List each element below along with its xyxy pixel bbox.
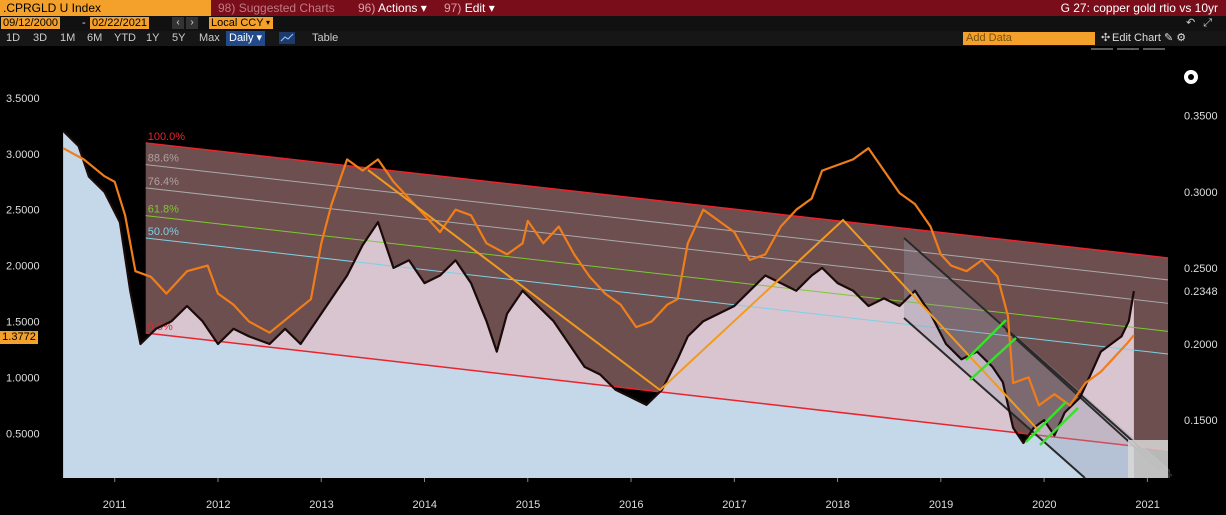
prev-arrow-icon[interactable]: ‹ (172, 17, 184, 29)
right-axis-tick-2: 0.2500 (1184, 263, 1218, 275)
next-arrow-icon[interactable]: › (186, 17, 198, 29)
add-icon[interactable]: ✣ (1101, 32, 1111, 44)
flag-mark-1 (969, 337, 1017, 381)
flag-mark-0 (965, 319, 1007, 361)
right-axis-tick-1: 0.3000 (1184, 187, 1218, 199)
fib-label-3: 61.8% (148, 204, 179, 216)
actions-num: 96) (358, 1, 376, 15)
edit-chart-label: Edit Chart (1112, 32, 1161, 44)
fib-line-4 (145, 237, 1169, 355)
actions-label: Actions (378, 1, 418, 15)
fib-label-2: 76.4% (148, 176, 179, 188)
right-axis-tick-4: 0.2000 (1184, 339, 1218, 351)
x-axis-tick-9: 2020 (1032, 499, 1056, 511)
edit-label: Edit (464, 1, 486, 15)
date-separator: - (82, 17, 86, 29)
edit-num: 97) (444, 1, 462, 15)
period-6m[interactable]: 6M (87, 32, 103, 44)
ticker-field[interactable]: .CPRGLD U Index (0, 0, 211, 16)
line-chart-icon[interactable] (279, 32, 295, 44)
copper-gold-ratio-line (62, 147, 1135, 407)
header-bar (0, 0, 1226, 16)
gear-icon[interactable]: ⚙ (1176, 32, 1187, 44)
x-axis-tick-8: 2019 (929, 499, 953, 511)
trendline-zigzag (367, 169, 1041, 433)
period-1y[interactable]: 1Y (146, 32, 160, 44)
left-axis-tick-4: 1.5000 (6, 317, 40, 329)
x-axis-tick-3: 2014 (413, 499, 437, 511)
suggested-charts-num: 98) (218, 1, 236, 15)
right-axis-last-bg (1180, 284, 1222, 299)
period-5y[interactable]: 5Y (172, 32, 186, 44)
fib-line-5 (145, 332, 1169, 451)
x-axis-tick-0: 2011 (103, 499, 127, 511)
current-value-badge: 1.3772 (0, 331, 38, 344)
period-1m[interactable]: 1M (60, 32, 76, 44)
frequency-label: Daily (229, 32, 254, 44)
right-axis-tick-3: 0.2348 (1184, 286, 1218, 298)
undo-icon[interactable]: ↶ (1185, 17, 1204, 29)
currency-select[interactable]: Local CCY ▾ (209, 17, 273, 29)
period-max[interactable]: Max (199, 32, 220, 44)
start-date-field[interactable]: 09/12/2000 (1, 17, 61, 29)
frequency-select[interactable]: Daily ▾ (226, 31, 266, 46)
currency-label: Local CCY (211, 17, 264, 29)
fib-line-2 (145, 187, 1169, 304)
wedge-lower-line (903, 317, 1086, 479)
suggested-charts-menu[interactable]: 98) Suggested Charts (218, 0, 335, 16)
window-controls[interactable]: ↶⤢ (1186, 16, 1220, 30)
x-axis-tick-4: 2015 (516, 499, 540, 511)
chevron-down-icon: ▾ (265, 18, 270, 27)
x-axis-tick-10: 2021 (1135, 499, 1159, 511)
edit-caret-icon: ▾ (488, 1, 495, 15)
actions-caret-icon: ▾ (420, 1, 427, 15)
actions-menu[interactable]: 96) Actions ▾ (358, 0, 427, 16)
flag-mark-2 (1025, 401, 1067, 443)
wedge-upper-line (903, 237, 1173, 477)
fib-line-0 (145, 142, 1169, 259)
add-data-input[interactable]: Add Data (963, 32, 1095, 45)
left-axis-tick-6: 0.5000 (6, 428, 40, 440)
fib-label-1: 88.6% (148, 153, 179, 165)
wedge-projection-fill (1128, 440, 1168, 478)
table-button[interactable]: Table (312, 32, 339, 44)
ten-year-yield-line (62, 130, 1135, 445)
pencil-icon[interactable]: ✎ (1163, 32, 1174, 44)
left-axis-tick-2: 2.5000 (6, 205, 40, 217)
x-axis-tick-5: 2016 (619, 499, 643, 511)
end-date-field[interactable]: 02/22/2021 (90, 17, 150, 29)
left-axis-tick-5: 1.0000 (6, 372, 40, 384)
x-axis-tick-1: 2012 (206, 499, 230, 511)
left-axis-tick-1: 3.0000 (6, 149, 40, 161)
chart-title: G 27: copper gold rtio vs 10yr (1060, 1, 1218, 15)
fib-line-3 (145, 215, 1169, 332)
record-icon[interactable] (1184, 70, 1198, 84)
right-axis-tick-5: 0.1500 (1184, 415, 1218, 427)
x-axis-tick-7: 2018 (826, 499, 850, 511)
suggested-charts-label: Suggested Charts (238, 1, 335, 15)
period-3d[interactable]: 3D (33, 32, 48, 44)
fib-label-4: 50.0% (148, 226, 179, 238)
period-1d[interactable]: 1D (6, 32, 21, 44)
fib-line-1 (145, 164, 1169, 281)
flag-mark-3 (1039, 407, 1079, 446)
left-axis-tick-3: 2.0000 (6, 261, 40, 273)
edit-chart-button[interactable]: Edit Chart ✎ ⚙ (1112, 31, 1186, 46)
edit-menu[interactable]: 97) Edit ▾ (444, 0, 495, 16)
left-axis-tick-0: 3.5000 (6, 93, 40, 105)
fib-label-0: 100.0% (148, 131, 186, 143)
yield-area-fill (63, 130, 1134, 478)
period-ytd[interactable]: YTD (114, 32, 136, 44)
period-toolbar (0, 31, 1226, 46)
expand-icon[interactable]: ⤢ (1203, 17, 1220, 29)
date-toolbar (0, 16, 1226, 31)
right-axis-tick-0: 0.3500 (1184, 111, 1218, 123)
x-axis-tick-2: 2013 (309, 499, 333, 511)
x-axis-tick-6: 2017 (722, 499, 746, 511)
